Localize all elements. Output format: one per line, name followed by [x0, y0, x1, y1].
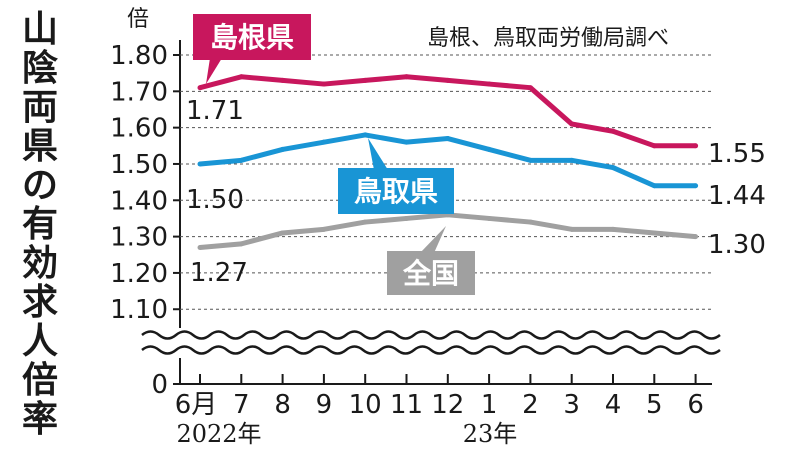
x-tick-label: 6 — [687, 390, 704, 420]
year-label-2023: 23年 — [463, 420, 518, 448]
x-tick-label: 4 — [605, 390, 622, 420]
y-tick-label: 1.20 — [110, 259, 168, 289]
y-tick-label: 1.30 — [110, 223, 168, 253]
x-tick-label: 1 — [481, 390, 498, 420]
series-line-national — [199, 212, 696, 250]
data-point-national — [321, 226, 327, 232]
data-point-national — [280, 230, 286, 236]
series-label-box-tottori — [338, 168, 454, 214]
y-tick-label: 1.40 — [110, 186, 168, 216]
axis-break-wave — [141, 345, 721, 355]
series-line-shimane — [199, 74, 696, 149]
series-label-box-national — [387, 251, 475, 295]
x-tick-label: 6月 — [175, 390, 218, 420]
data-point-tottori — [321, 139, 327, 145]
series-label-shimane: 島根県 — [210, 21, 294, 54]
data-point-shimane — [445, 77, 451, 83]
title-char: 両 — [21, 86, 58, 128]
title-char: 率 — [21, 398, 58, 440]
series-label-national: 全国 — [402, 257, 459, 290]
data-point-tottori — [445, 136, 451, 142]
source-note: 島根、鳥取両労働局調べ — [427, 26, 669, 51]
y-tick-label: 1.50 — [110, 150, 168, 180]
data-point-tottori — [569, 157, 575, 163]
data-point-national — [404, 215, 409, 221]
title-char: 陰 — [21, 47, 58, 89]
data-point-tottori — [527, 157, 533, 163]
start-value-label-shimane: 1.71 — [186, 96, 244, 126]
end-value-label-national: 1.30 — [708, 230, 766, 260]
data-point-shimane — [321, 81, 327, 87]
title-char: 効 — [21, 242, 58, 284]
y-tick-label: 1.70 — [110, 77, 168, 107]
title-char: 人 — [21, 320, 58, 362]
data-point-tottori — [404, 139, 409, 145]
data-point-tottori — [693, 183, 699, 189]
y-tick-label: 1.60 — [110, 114, 168, 144]
title-char: 倍 — [21, 359, 58, 401]
data-point-national — [610, 226, 616, 232]
data-point-shimane — [569, 121, 575, 127]
series-label-pointer-tottori — [368, 138, 388, 170]
data-point-tottori — [238, 157, 244, 163]
y-unit-label: 倍 — [127, 7, 149, 32]
year-label-2022: 2022年 — [176, 420, 261, 448]
series-label-pointer-shimane — [206, 58, 222, 84]
axis-break-wave — [141, 330, 721, 340]
data-point-national — [693, 234, 699, 240]
data-point-shimane — [527, 85, 533, 91]
y-tick-label: 1.10 — [110, 295, 168, 325]
series-label-pointer-national — [420, 226, 446, 253]
data-point-shimane — [197, 85, 203, 91]
title-char: 山 — [21, 8, 58, 50]
data-point-tottori — [651, 183, 657, 189]
data-point-national — [238, 241, 244, 247]
data-point-national — [486, 215, 492, 221]
x-tick-label: 2 — [522, 390, 539, 420]
series-label-box-shimane — [193, 14, 311, 60]
data-point-national — [569, 226, 575, 232]
x-tick-label: 8 — [274, 390, 291, 420]
data-point-shimane — [693, 143, 699, 149]
data-point-national — [651, 230, 657, 236]
data-point-shimane — [404, 74, 409, 80]
chart-title: 山陰両県の有効求人倍率 — [10, 10, 70, 439]
start-value-label-national: 1.27 — [190, 258, 248, 288]
data-point-national — [197, 244, 203, 250]
end-value-label-tottori: 1.44 — [708, 181, 766, 211]
end-value-label-shimane: 1.55 — [708, 139, 766, 169]
data-point-tottori — [486, 146, 492, 152]
data-point-shimane — [362, 77, 368, 83]
data-point-tottori — [197, 161, 203, 167]
title-char: 有 — [21, 203, 58, 245]
data-point-shimane — [238, 74, 244, 80]
y-tick-label: 1.80 — [110, 41, 168, 71]
data-point-tottori — [362, 132, 368, 138]
title-char: 県 — [21, 125, 58, 167]
data-point-national — [527, 219, 533, 225]
x-tick-label: 11 — [390, 390, 423, 420]
data-point-shimane — [486, 81, 492, 87]
data-point-shimane — [610, 128, 616, 134]
data-point-tottori — [610, 165, 616, 171]
x-tick-label: 7 — [233, 390, 250, 420]
title-char: 求 — [21, 281, 58, 323]
x-tick-label: 10 — [349, 390, 382, 420]
data-point-national — [362, 219, 368, 225]
data-point-tottori — [280, 146, 286, 152]
y-tick-label: 0 — [151, 370, 168, 400]
start-value-label-tottori: 1.50 — [186, 185, 244, 215]
title-char: の — [21, 164, 58, 206]
x-tick-label: 9 — [316, 390, 333, 420]
x-tick-label: 12 — [431, 390, 464, 420]
series-label-tottori: 鳥取県 — [354, 175, 438, 208]
data-point-shimane — [651, 143, 657, 149]
x-tick-label: 3 — [563, 390, 580, 420]
x-tick-label: 5 — [646, 390, 663, 420]
data-point-shimane — [280, 77, 286, 83]
